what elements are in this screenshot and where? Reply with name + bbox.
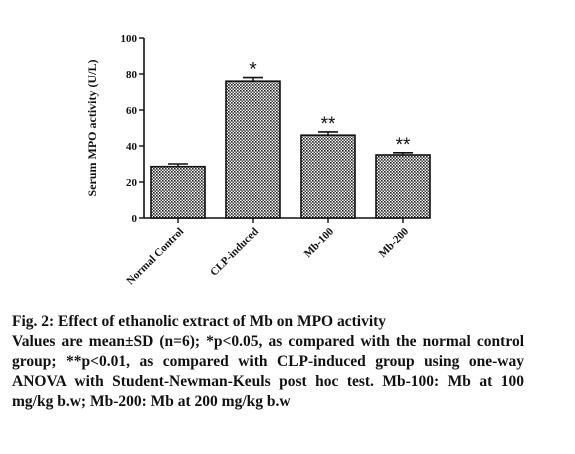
y-axis-label: Serum MPO activity (U/L) bbox=[85, 60, 99, 197]
bar bbox=[300, 134, 356, 219]
figure-caption: Fig. 2: Effect of ethanolic extract of M… bbox=[12, 312, 524, 412]
y-tick-label: 0 bbox=[132, 213, 138, 225]
significance-mark: * bbox=[249, 60, 257, 81]
category-label: Normal Control bbox=[124, 226, 186, 288]
category-label: Mb-100 bbox=[302, 225, 337, 260]
bar bbox=[150, 165, 206, 219]
y-tick-label: 20 bbox=[126, 177, 138, 189]
bar-chart: 0 20 40 60 80 100 Normal Control * CLP-induced **… bbox=[85, 33, 431, 287]
significance-mark: ** bbox=[321, 114, 336, 135]
category-label: CLP-induced bbox=[208, 226, 261, 279]
y-tick-label: 60 bbox=[126, 105, 138, 117]
y-tick-label: 40 bbox=[126, 141, 138, 153]
y-tick-label: 100 bbox=[121, 33, 138, 45]
y-tick-label: 80 bbox=[126, 69, 138, 81]
category-label: Mb-200 bbox=[377, 225, 412, 260]
caption-body: Values are mean±SD (n=6); *p<0.05, as co… bbox=[12, 333, 524, 410]
significance-mark: ** bbox=[396, 135, 411, 156]
caption-title: Fig. 2: Effect of ethanolic extract of M… bbox=[12, 313, 387, 330]
bar bbox=[375, 154, 431, 219]
plot-area: 0 20 40 60 80 100 Normal Control * CLP-induced **… bbox=[121, 33, 431, 287]
bar bbox=[225, 80, 281, 219]
